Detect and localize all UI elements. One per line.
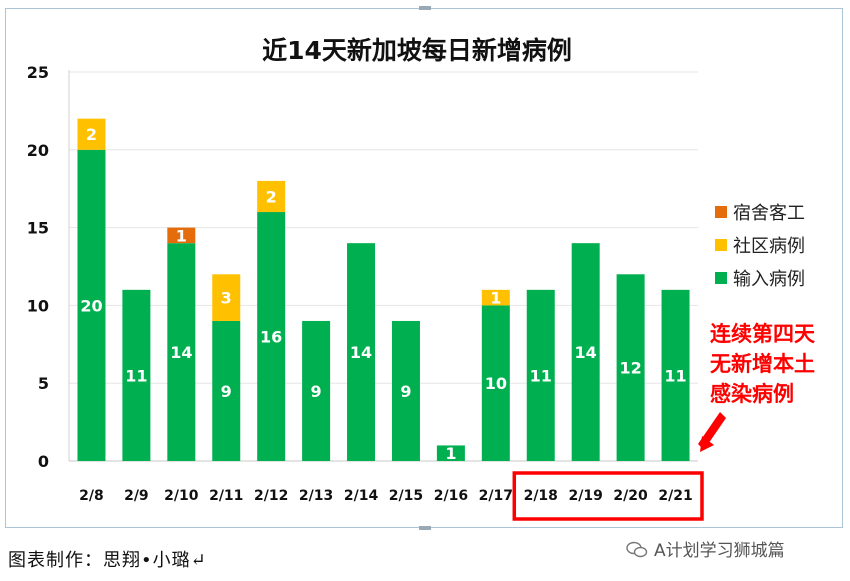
y-tick-label: 25 <box>27 63 49 82</box>
data-label: 1 <box>490 289 501 308</box>
bar-segment <box>571 243 600 461</box>
bar-segment <box>77 118 106 150</box>
bar-segment <box>257 180 286 213</box>
annotation-text: 连续第四天 <box>710 322 816 346</box>
y-tick-label: 5 <box>38 374 49 393</box>
x-tick-label: 2/15 <box>389 488 423 504</box>
data-label: 1 <box>176 226 187 245</box>
data-label: 11 <box>664 366 686 385</box>
data-label: 11 <box>125 366 147 385</box>
y-tick-label: 0 <box>38 452 49 471</box>
y-axis-ticks: 0 5 10 15 20 25 <box>27 63 49 471</box>
x-tick-label: 2/21 <box>658 488 692 504</box>
bar-segment <box>661 289 690 461</box>
data-label: 9 <box>400 382 411 401</box>
x-tick-label: 2/19 <box>569 488 603 504</box>
data-label: 2 <box>266 187 277 206</box>
y-tick-label: 10 <box>27 296 49 315</box>
bar-segment <box>302 320 331 461</box>
bar-segment <box>122 289 151 461</box>
x-tick-label: 2/18 <box>524 488 558 504</box>
caption: 图表制作：思翔•小璐↵ <box>8 550 207 571</box>
wechat-icon <box>626 541 648 558</box>
resize-handle-bottom[interactable] <box>419 526 431 530</box>
data-label: 16 <box>260 328 282 347</box>
data-label: 14 <box>575 343 597 362</box>
bar-segment <box>347 243 376 461</box>
x-tick-label: 2/14 <box>344 488 379 504</box>
x-tick-label: 2/13 <box>299 488 333 504</box>
chart-title: 近14天新加坡每日新增病例 <box>262 36 572 65</box>
data-label: 3 <box>221 289 232 308</box>
bar-segment <box>481 289 510 306</box>
legend-label: 社区病例 <box>733 236 805 257</box>
legend-swatch <box>715 206 727 218</box>
bar-segment <box>481 305 510 461</box>
legend-label: 输入病例 <box>733 269 805 290</box>
data-label: 20 <box>80 296 102 315</box>
bar-segment <box>526 289 555 461</box>
bar-segment <box>436 445 465 461</box>
x-tick-label: 2/12 <box>254 488 288 504</box>
y-tick-label: 15 <box>27 219 49 238</box>
bar-segment <box>212 320 241 461</box>
annotation-arrowhead <box>700 436 714 452</box>
y-tick-label: 20 <box>27 141 49 160</box>
data-label: 9 <box>221 382 232 401</box>
legend-swatch <box>715 272 727 284</box>
bar-segment <box>167 243 196 461</box>
gridlines <box>68 70 698 462</box>
resize-handle-top[interactable] <box>419 6 431 10</box>
x-tick-label: 2/20 <box>613 488 648 504</box>
bar-segment <box>77 149 106 462</box>
data-label: 2 <box>86 125 97 144</box>
x-tick-label: 2/16 <box>434 488 468 504</box>
x-tick-label: 2/11 <box>209 488 243 504</box>
watermark: A计划学习狮城篇 <box>626 536 785 561</box>
data-label: 14 <box>350 343 372 362</box>
x-tick-label: 2/10 <box>164 488 199 504</box>
x-axis-ticks: 2/8 2/9 2/10 2/11 2/12 2/13 2/14 2/15 2/16 2/17 2/… <box>79 488 693 504</box>
data-label: 11 <box>530 366 552 385</box>
bar-segment <box>212 274 241 321</box>
bar-segment <box>167 227 196 244</box>
watermark-text: A计划学习狮城篇 <box>654 541 785 561</box>
x-tick-label: 2/9 <box>124 488 149 504</box>
highlight-box <box>512 471 704 521</box>
annotation-text: 无新增本土 <box>710 352 815 376</box>
legend-label: 宿舍客工 <box>733 203 805 224</box>
bar-segment <box>257 212 286 461</box>
data-label: 12 <box>619 359 641 378</box>
x-tick-label: 2/17 <box>479 488 513 504</box>
highlight-rect <box>512 471 704 521</box>
bar-segment <box>391 320 420 461</box>
bar-segment <box>616 274 645 461</box>
data-label: 1 <box>445 444 456 463</box>
legend-swatch <box>715 239 727 251</box>
annotation-text: 感染病例 <box>710 382 794 406</box>
data-label: 14 <box>170 343 192 362</box>
data-label: 9 <box>311 382 322 401</box>
data-label: 10 <box>485 374 507 393</box>
x-tick-label: 2/8 <box>79 488 104 504</box>
